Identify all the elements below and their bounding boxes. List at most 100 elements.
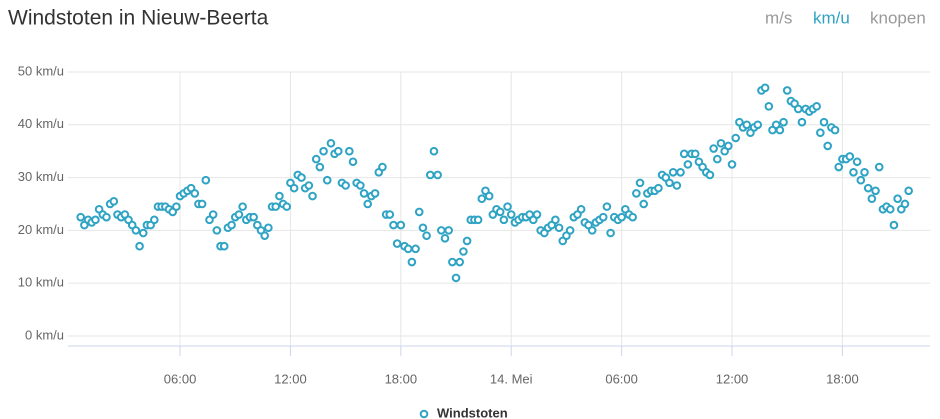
y-tick-label: 50 km/u xyxy=(18,63,64,78)
point xyxy=(91,215,100,225)
point xyxy=(370,189,380,198)
point xyxy=(889,220,899,230)
point xyxy=(797,117,807,127)
unit-option[interactable]: km/u xyxy=(813,8,850,27)
point xyxy=(679,149,689,159)
point xyxy=(109,197,119,206)
y-tick-label: 40 km/u xyxy=(18,116,64,131)
point xyxy=(414,207,424,217)
point xyxy=(315,162,325,172)
point xyxy=(451,273,461,283)
point xyxy=(234,210,244,219)
point xyxy=(341,181,350,190)
point xyxy=(900,199,910,209)
point xyxy=(392,239,402,248)
point xyxy=(275,191,284,201)
point xyxy=(333,146,343,156)
point xyxy=(208,210,218,219)
point xyxy=(437,226,446,235)
y-tick-label: 30 km/u xyxy=(18,169,64,184)
point xyxy=(672,181,682,190)
point xyxy=(264,223,273,233)
point xyxy=(576,204,586,214)
point xyxy=(812,102,821,111)
point xyxy=(819,117,829,127)
point xyxy=(499,215,509,225)
point xyxy=(102,212,111,222)
point xyxy=(532,210,542,219)
point xyxy=(904,186,913,196)
point xyxy=(345,146,354,156)
unit-option[interactable]: m/s xyxy=(765,8,792,27)
point xyxy=(845,152,855,161)
point xyxy=(407,257,417,267)
point xyxy=(282,202,292,211)
x-tick-label: 18:00 xyxy=(826,371,859,386)
point xyxy=(455,257,465,267)
point xyxy=(587,226,597,235)
point xyxy=(473,215,483,225)
point xyxy=(403,244,413,254)
point xyxy=(396,220,406,230)
point xyxy=(724,141,733,151)
x-tick-label: 12:00 xyxy=(274,371,307,386)
point xyxy=(425,170,435,180)
point xyxy=(823,141,833,151)
point xyxy=(779,117,788,127)
point xyxy=(860,168,869,177)
legend-label[interactable]: Windstoten xyxy=(437,405,508,419)
point xyxy=(856,175,866,185)
unit-option[interactable]: knopen xyxy=(870,8,926,27)
point xyxy=(356,181,365,190)
point xyxy=(138,228,148,238)
point xyxy=(389,220,398,230)
point xyxy=(227,220,236,230)
point xyxy=(462,236,472,246)
chart-title: Windstoten in Nieuw-Beerta xyxy=(8,7,269,30)
point xyxy=(893,194,902,204)
point xyxy=(418,223,428,233)
point xyxy=(440,234,450,243)
point xyxy=(617,212,626,222)
point xyxy=(635,178,645,188)
point xyxy=(271,202,281,211)
point xyxy=(602,202,612,211)
point xyxy=(289,183,299,193)
point xyxy=(304,181,314,190)
point xyxy=(249,212,258,222)
point xyxy=(639,199,649,209)
x-tick-label: 18:00 xyxy=(385,371,418,386)
point xyxy=(433,170,442,180)
point xyxy=(378,162,387,172)
point xyxy=(149,215,159,225)
point xyxy=(628,212,637,222)
point xyxy=(683,160,693,169)
point xyxy=(764,102,774,111)
point xyxy=(676,168,685,177)
point xyxy=(760,83,770,93)
point xyxy=(459,247,468,256)
point xyxy=(830,125,840,135)
point xyxy=(632,189,641,198)
point xyxy=(871,186,880,196)
point xyxy=(495,207,505,217)
point xyxy=(359,189,369,198)
x-tick-label: 14. Mei xyxy=(490,371,533,386)
y-tick-label: 20 km/u xyxy=(18,222,64,237)
point xyxy=(212,226,222,235)
point xyxy=(709,144,718,153)
point xyxy=(348,157,358,167)
point xyxy=(484,191,494,201)
point xyxy=(551,215,560,225)
x-tick-label: 12:00 xyxy=(716,371,749,386)
point xyxy=(322,175,332,185)
point xyxy=(782,86,792,95)
point xyxy=(238,202,247,211)
point xyxy=(422,231,431,240)
x-tick-label: 06:00 xyxy=(605,371,638,386)
point xyxy=(76,212,85,222)
point xyxy=(716,138,726,148)
point xyxy=(690,149,700,159)
point xyxy=(742,120,752,130)
